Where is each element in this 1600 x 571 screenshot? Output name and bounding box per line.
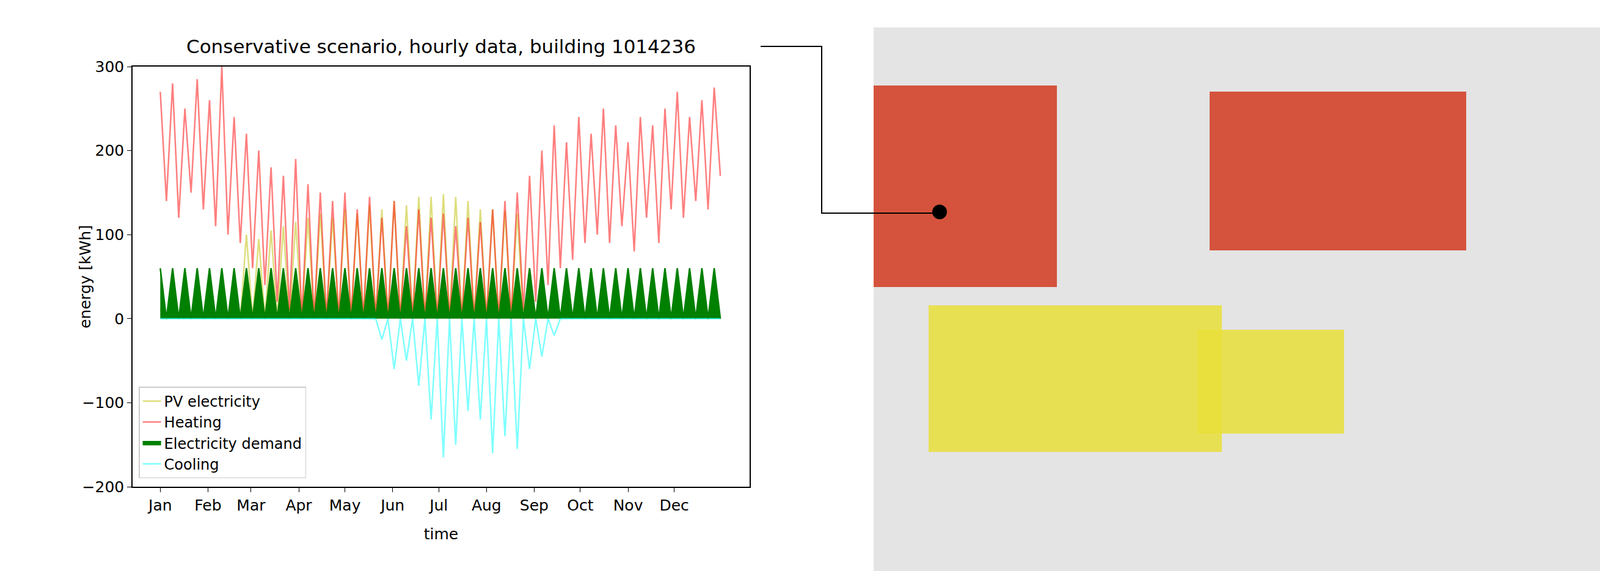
svg-text:Cooling: Cooling xyxy=(164,456,220,474)
svg-text:Jun: Jun xyxy=(379,496,405,515)
svg-text:0: 0 xyxy=(114,310,125,329)
svg-text:time: time xyxy=(423,525,459,544)
svg-text:Dec: Dec xyxy=(659,496,689,515)
svg-text:May: May xyxy=(329,496,362,515)
svg-text:Mar: Mar xyxy=(236,496,266,515)
svg-text:Oct: Oct xyxy=(566,496,594,515)
svg-text:Apr: Apr xyxy=(285,496,313,515)
svg-text:Electricity demand: Electricity demand xyxy=(164,435,302,453)
svg-text:PV electricity: PV electricity xyxy=(164,393,261,411)
svg-text:300: 300 xyxy=(95,58,125,76)
svg-text:100: 100 xyxy=(95,226,125,244)
svg-text:Nov: Nov xyxy=(613,496,644,515)
svg-text:−100: −100 xyxy=(82,394,125,412)
svg-text:Aug: Aug xyxy=(471,496,502,515)
svg-text:Feb: Feb xyxy=(194,496,222,515)
svg-text:Jul: Jul xyxy=(428,496,448,515)
svg-text:−200: −200 xyxy=(82,478,125,497)
svg-text:Sep: Sep xyxy=(519,496,549,515)
svg-text:Jan: Jan xyxy=(147,496,173,515)
svg-text:Heating: Heating xyxy=(164,414,222,432)
svg-text:200: 200 xyxy=(95,141,125,160)
svg-text:Conservative scenario, hourly: Conservative scenario, hourly data, buil… xyxy=(186,35,696,58)
svg-text:energy [kWh]: energy [kWh] xyxy=(76,224,95,329)
